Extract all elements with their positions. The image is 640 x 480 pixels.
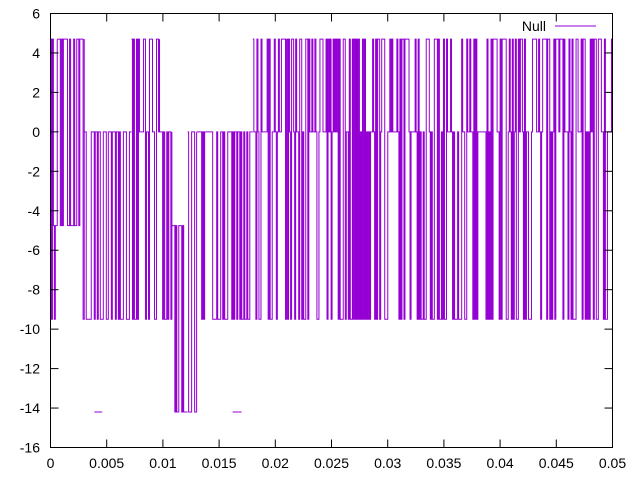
- series-null-segment-6: [159, 131, 173, 320]
- series-null-segment-1: [57, 38, 81, 227]
- y-tick-label: 2: [32, 84, 40, 100]
- y-tick-label: -12: [20, 361, 40, 377]
- x-tick-label: 0.035: [426, 455, 461, 471]
- series-null-segment-8: [187, 131, 198, 413]
- x-tick-label: 0.005: [89, 455, 124, 471]
- series-null-segment-5: [131, 38, 161, 320]
- x-tick-label: 0.04: [486, 455, 513, 471]
- series-null-segment-3: [84, 131, 132, 320]
- y-tick-label: 6: [32, 6, 40, 22]
- y-tick-label: -4: [28, 203, 41, 219]
- x-tick-label: 0.03: [374, 455, 401, 471]
- y-tick-label: 4: [32, 45, 40, 61]
- series-null-segment-11: [252, 38, 288, 320]
- series-null-segment-7: [171, 225, 188, 413]
- legend-label-null: Null: [522, 18, 546, 34]
- y-tick-label: -14: [20, 400, 40, 416]
- x-tick-label: 0: [47, 455, 55, 471]
- x-tick-label: 0.045: [539, 455, 574, 471]
- x-tick-label: 0.02: [262, 455, 289, 471]
- axis-ticks: [50, 13, 613, 448]
- x-tick-label: 0.05: [599, 455, 626, 471]
- series-null-segment-2: [80, 38, 85, 320]
- x-tick-label: 0.025: [314, 455, 349, 471]
- axis-tick-labels: 6 4 2 0 -2 -4 -6 -8 -10 -12 -14 -16 0 0.005 0.01 0.015 0…: [20, 6, 627, 472]
- series-null-segment-0: [50, 38, 58, 320]
- y-tick-label: -6: [28, 242, 41, 258]
- series-null-segment-12: [286, 38, 613, 320]
- series-null-segment-9: [196, 131, 253, 320]
- y-tick-label: -8: [28, 282, 41, 298]
- x-tick-label: 0.01: [149, 455, 176, 471]
- legend: Null: [522, 18, 596, 34]
- x-tick-label: 0.015: [202, 455, 237, 471]
- y-tick-label: 0: [32, 124, 40, 140]
- series-null-layer: [50, 38, 613, 413]
- y-tick-label: -2: [28, 163, 41, 179]
- y-tick-label: -10: [20, 321, 40, 337]
- y-tick-label: -16: [20, 440, 40, 456]
